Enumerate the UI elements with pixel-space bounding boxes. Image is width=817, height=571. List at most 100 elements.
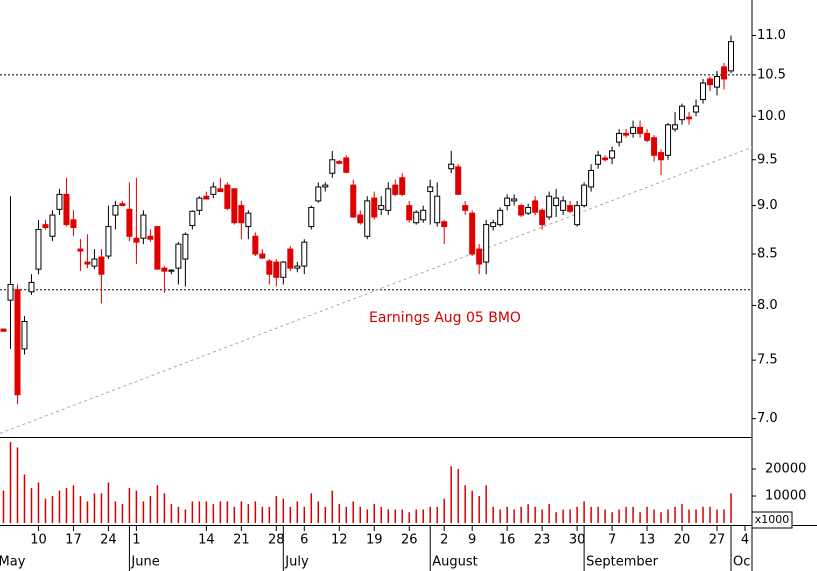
candle-body <box>119 203 126 207</box>
candle-body <box>252 235 259 255</box>
candle-body <box>175 243 182 269</box>
candle-body <box>553 197 560 207</box>
x-tick-label: 30 <box>569 533 586 548</box>
candle-body <box>84 261 91 265</box>
y-tick-label: 11.0 <box>757 28 786 43</box>
candle-body <box>483 224 490 263</box>
y-tick-label: 10.5 <box>757 67 786 82</box>
candle-body <box>322 184 329 188</box>
x-tick-label: September <box>586 555 659 570</box>
candle-body <box>35 228 42 270</box>
candle-body <box>0 328 7 332</box>
candle-body <box>112 205 119 216</box>
x-tick-label: Oc <box>733 555 750 570</box>
candle-body <box>469 212 476 255</box>
candle-body <box>21 320 28 350</box>
candle-body <box>399 177 406 195</box>
candle-body <box>567 205 574 212</box>
candle-body <box>105 226 112 257</box>
x-tick-label: May <box>0 555 26 570</box>
candle-body <box>273 261 280 278</box>
candle-body <box>714 76 721 88</box>
candle-body <box>623 132 630 136</box>
candle-body <box>476 248 483 265</box>
candle-body <box>329 159 336 174</box>
candle-body <box>462 205 469 211</box>
candle-body <box>434 195 441 224</box>
candle-body <box>385 188 392 211</box>
candle-body <box>168 269 175 272</box>
x-tick-label: August <box>432 555 478 570</box>
candle-body <box>14 289 21 396</box>
x-tick-label: 9 <box>468 533 476 548</box>
candle-body <box>231 188 238 224</box>
candle-body <box>98 256 105 275</box>
candle-body <box>602 157 609 161</box>
x-tick-label: 7 <box>608 533 616 548</box>
candle-body <box>637 126 644 134</box>
x-tick-label: 21 <box>233 533 250 548</box>
x-tick-label: July <box>284 555 309 570</box>
candle-body <box>490 222 497 228</box>
candle-body <box>672 124 679 130</box>
unit-box <box>751 511 793 529</box>
x-tick-label: 19 <box>366 533 383 548</box>
candle-body <box>665 124 672 156</box>
candle-body <box>721 66 728 80</box>
candle-body <box>392 184 399 195</box>
x-tick-label: 10 <box>30 533 47 548</box>
candle-body <box>70 219 77 229</box>
candle-body <box>259 253 266 259</box>
x-tick-label: 17 <box>65 533 82 548</box>
candle-body <box>42 224 49 229</box>
candle-body <box>217 188 224 193</box>
y-tick-label: 7.5 <box>757 353 778 368</box>
candle-body <box>595 154 602 165</box>
candle-body <box>581 184 588 207</box>
candle-body <box>441 221 448 228</box>
candle-body <box>91 258 98 267</box>
candle-body <box>728 41 735 72</box>
candle-body <box>357 214 364 224</box>
y-tick-label: 9.0 <box>757 198 778 213</box>
candle-body <box>518 205 525 216</box>
candle-body <box>413 211 420 224</box>
candle-body <box>224 184 231 209</box>
candle-body <box>203 195 210 200</box>
x-tick-label: 16 <box>499 533 516 548</box>
candle-body <box>28 281 35 293</box>
candle-body <box>133 237 140 243</box>
candle-body <box>546 195 553 218</box>
candle-body <box>189 210 196 227</box>
x-tick-label: 13 <box>639 533 656 548</box>
candle-body <box>343 157 350 173</box>
candle-body <box>49 214 56 237</box>
x-tick-label: 1 <box>132 533 140 548</box>
candle-body <box>294 265 301 269</box>
y-tick-label: 8.5 <box>757 247 778 262</box>
x-tick-label: 28 <box>268 533 285 548</box>
x-tick-label: June <box>130 555 159 570</box>
candle-body <box>658 152 665 161</box>
candle-body <box>336 161 343 164</box>
candle-body <box>420 209 427 221</box>
volume-tick-label: 20000 <box>765 462 806 477</box>
x-tick-label: 14 <box>198 533 215 548</box>
y-tick-label: 9.5 <box>757 152 778 167</box>
candle-body <box>287 248 294 269</box>
candle-body <box>406 205 413 221</box>
candle-body <box>427 186 434 193</box>
candle-body <box>504 197 511 207</box>
candle-body <box>707 78 714 86</box>
candle-body <box>693 105 700 113</box>
candle-body <box>644 132 651 141</box>
candle-body <box>616 132 623 143</box>
x-tick-label: 24 <box>100 533 117 548</box>
y-tick-label: 7.0 <box>757 411 778 426</box>
x-tick-label: 20 <box>674 533 691 548</box>
candle-body <box>280 261 287 278</box>
candle-body <box>308 206 315 228</box>
candle-body <box>588 170 595 188</box>
candle-body <box>679 105 686 121</box>
